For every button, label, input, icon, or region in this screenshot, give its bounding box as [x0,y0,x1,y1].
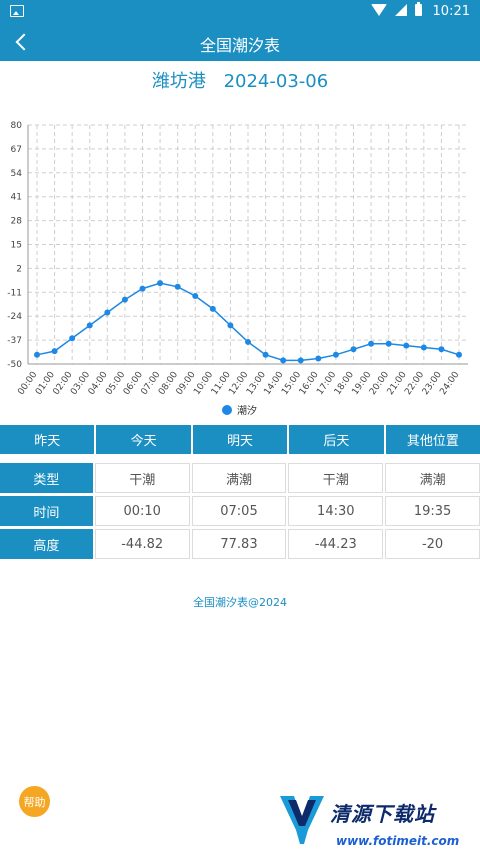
data-point [262,351,269,358]
row-header-type: 类型 [0,463,93,493]
table-cell: 07:05 [191,496,287,526]
battery-icon [415,2,422,16]
status-icons [371,2,422,16]
y-tick-label: 2 [16,264,22,274]
row-header-height: 高度 [0,529,93,559]
data-point [280,357,287,364]
data-point [192,292,199,299]
status-time: 10:21 [432,4,470,19]
data-point [245,338,251,345]
data-point [104,309,111,316]
row-header-time: 时间 [0,496,93,526]
data-point [34,351,40,358]
table-cell: 14:30 [288,496,384,526]
watermark-url: www.fotimeit.com [336,834,460,848]
table-row-time: 时间 00:10 07:05 14:30 19:35 [0,496,480,526]
page-heading: 潍坊港 2024-03-06 [0,67,480,93]
table-cell: -20 [385,529,480,559]
data-point [438,346,445,353]
table-cell: 77.83 [191,529,287,559]
help-button[interactable]: 帮助 [19,786,50,817]
data-point [121,296,128,303]
table-cell: 干潮 [288,463,384,493]
tide-chart: 8067544128152-11-24-37-5000:0001:0002:00… [7,121,468,397]
data-point [403,342,410,349]
y-tick-label: 67 [11,145,22,155]
data-point [209,305,216,312]
data-point [315,355,322,362]
wifi-icon [371,4,387,16]
table-cell: 19:35 [385,496,480,526]
watermark: 清源下载站 www.fotimeit.com [278,790,468,850]
watermark-name: 清源下载站 [330,802,435,826]
legend-dot-icon [222,404,232,415]
data-point [227,322,234,329]
table-cell: 干潮 [94,463,190,493]
gallery-icon [10,5,24,17]
y-tick-label: -50 [7,360,22,370]
data-point [420,344,427,351]
port-name: 潍坊港 [151,71,206,92]
table-cell: -44.23 [288,529,384,559]
data-point [332,351,339,358]
chart-legend: 潮汐 [222,402,257,417]
data-point [385,340,392,347]
footer-text: 全国潮汐表@2024 [193,596,287,609]
y-tick-label: 15 [11,241,22,251]
data-point [174,283,181,290]
data-point [86,322,93,329]
legend-label: 潮汐 [237,406,257,417]
y-tick-label: 54 [11,169,23,179]
data-point [139,285,146,292]
tab-day-after[interactable]: 后天 [289,425,384,454]
y-tick-label: -37 [7,336,22,346]
app-bar: 全国潮汐表 [0,24,480,61]
day-tabs: 昨天 今天 明天 后天 其他位置 [0,425,480,454]
tab-today[interactable]: 今天 [96,425,191,454]
app-title: 全国潮汐表 [199,36,280,55]
tide-table: 类型 干潮 满潮 干潮 满潮 时间 00:10 07:05 14:30 19:3… [0,463,480,562]
data-point [368,340,375,347]
table-cell: -44.82 [94,529,190,559]
y-tick-label: -24 [7,312,22,322]
watermark-logo-icon [280,796,324,844]
signal-icon [395,4,407,16]
tab-tomorrow[interactable]: 明天 [192,425,288,454]
data-point [297,357,304,364]
data-point [350,346,357,353]
table-cell: 满潮 [191,463,287,493]
data-point [69,335,76,342]
status-bar: 10:21 [0,0,480,24]
table-cell: 00:10 [94,496,190,526]
tab-yesterday[interactable]: 昨天 [0,425,95,454]
table-row-type: 类型 干潮 满潮 干潮 满潮 [0,463,480,493]
data-point [157,280,164,287]
y-tick-label: 41 [11,193,22,203]
y-tick-label: -11 [7,288,22,298]
y-tick-label: 80 [11,121,23,131]
table-row-height: 高度 -44.82 77.83 -44.23 -20 [0,529,480,559]
data-point [51,348,58,355]
x-tick-label: 24:00 [438,370,461,397]
table-cell: 满潮 [385,463,480,493]
y-tick-label: 28 [11,217,23,227]
tab-other-location[interactable]: 其他位置 [385,425,480,454]
data-point [456,351,462,358]
heading-date: 2024-03-06 [223,71,329,92]
